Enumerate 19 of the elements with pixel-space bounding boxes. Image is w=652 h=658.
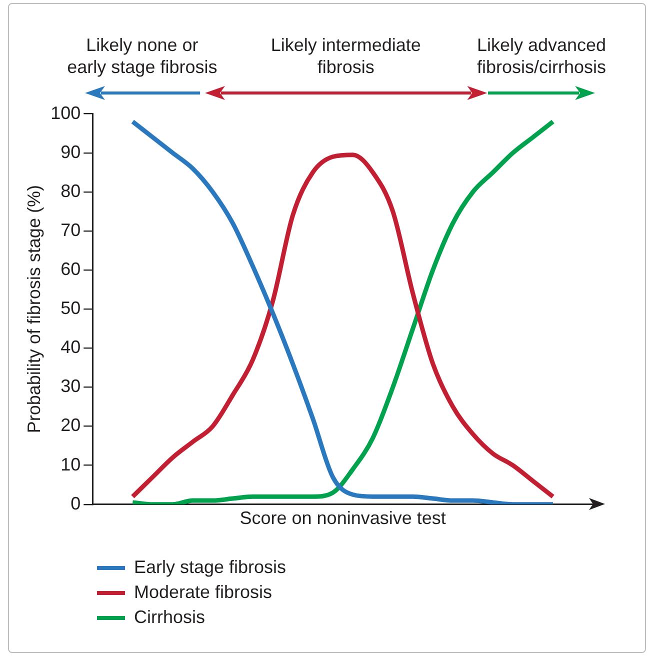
- y-axis-title: Probability of fibrosis stage (%): [24, 185, 44, 434]
- legend-label: Cirrhosis: [134, 606, 206, 629]
- y-tick-label: 20: [60, 415, 81, 436]
- y-tick-label: 10: [60, 454, 81, 474]
- text: Likely advanced fibrosis/cirrhosis: [476, 34, 606, 78]
- y-tick-label: 0: [70, 493, 81, 514]
- y-tick-label: 70: [60, 220, 81, 240]
- text: Likely intermediate fibrosis: [270, 34, 421, 78]
- y-tick-label: 90: [60, 142, 81, 162]
- y-tick-label: 50: [60, 298, 81, 318]
- text: Likely none or early stage fibrosis: [67, 34, 218, 78]
- y-tick-label: 30: [60, 376, 81, 396]
- legend-label: Early stage fibrosis: [134, 556, 286, 579]
- legend-label: Moderate fibrosis: [134, 581, 272, 604]
- y-tick-label: 40: [60, 337, 81, 358]
- y-tick-label: 80: [60, 180, 81, 201]
- x-axis-title: Score on noninvasive test: [240, 508, 446, 528]
- y-tick-label: 100: [50, 102, 81, 123]
- y-tick-label: 60: [60, 259, 81, 280]
